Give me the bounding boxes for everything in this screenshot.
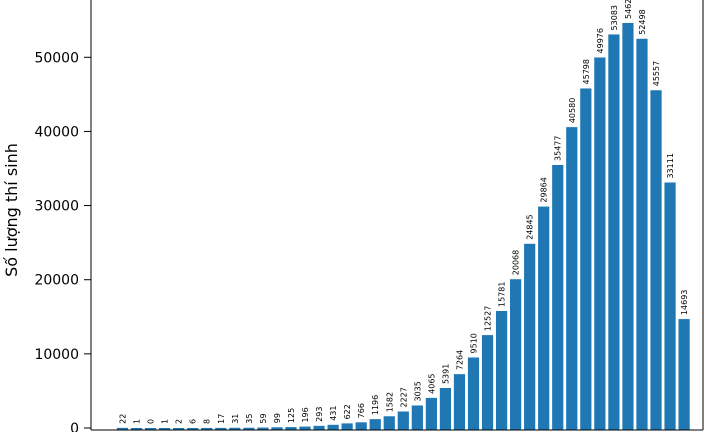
- bar-label-38: 52498: [638, 9, 647, 34]
- bar-label-7: 8: [203, 419, 212, 424]
- bar-20: [383, 416, 395, 430]
- bar-label-2: 1: [133, 419, 142, 424]
- bar-12: [271, 427, 283, 430]
- bar-25: [453, 374, 466, 430]
- bar-labels-group: 22 1 0 1 2 6 8 17 31 35 59 99 125 196 293 431 622 766 1196…: [119, 0, 690, 424]
- bar-10: [243, 427, 255, 430]
- bar-label-21: 2227: [399, 387, 408, 407]
- y-tick-label-50000: 50000: [34, 50, 79, 66]
- bar-label-19: 1196: [371, 395, 380, 415]
- bar-label-24: 5391: [441, 364, 450, 384]
- y-tick-label-0: 0: [70, 421, 79, 432]
- bar-37: [622, 22, 634, 431]
- y-tick-label-30000: 30000: [34, 199, 79, 215]
- bar-label-11: 59: [259, 413, 268, 423]
- y-axis-label: Số lượng thí sinh: [2, 143, 21, 277]
- bar-41: [678, 319, 690, 430]
- bar-22: [411, 405, 423, 430]
- bar-label-33: 40580: [568, 98, 577, 123]
- bar-label-14: 196: [301, 407, 310, 422]
- bar-5: [173, 427, 185, 430]
- bar-31: [538, 206, 550, 430]
- bar-7: [201, 427, 213, 430]
- bar-35: [594, 57, 606, 430]
- bar-13: [285, 427, 297, 430]
- bar-label-6: 6: [189, 419, 198, 424]
- bar-29: [510, 279, 522, 430]
- y-tick-label-40000: 40000: [34, 124, 79, 140]
- bar-label-20: 1582: [385, 392, 394, 412]
- bar-23: [425, 397, 437, 430]
- bar-21: [397, 411, 409, 430]
- bar-label-8: 17: [217, 414, 226, 424]
- bar-2: [130, 427, 143, 430]
- bar-38: [636, 38, 648, 430]
- bar-label-39: 45557: [652, 61, 661, 86]
- bar-28: [495, 311, 508, 430]
- bar-label-22: 3035: [413, 381, 422, 401]
- bars-group: [116, 22, 690, 431]
- bar-label-40: 33111: [666, 153, 675, 178]
- bar-label-16: 431: [329, 406, 338, 421]
- bar-label-41: 14693: [680, 290, 689, 315]
- bar-39: [650, 90, 662, 431]
- bar-label-15: 293: [315, 407, 324, 422]
- bar-label-3: 0: [147, 419, 156, 424]
- y-axis: 0 10000 20000 30000 40000 50000: [34, 50, 91, 432]
- bar-27: [481, 335, 494, 430]
- bar-40: [664, 182, 676, 430]
- bar-26: [467, 357, 480, 430]
- bar-36: [608, 34, 620, 430]
- bar-14: [299, 426, 311, 430]
- bar-label-23: 4065: [427, 374, 436, 394]
- bar-15: [313, 425, 325, 430]
- bar-8: [215, 427, 227, 430]
- bar-label-4: 1: [161, 419, 170, 424]
- bar-1: [116, 427, 129, 430]
- bar-32: [552, 164, 564, 430]
- y-tick-label-20000: 20000: [34, 273, 79, 289]
- bar-label-17: 622: [343, 404, 352, 419]
- bar-19: [369, 419, 381, 430]
- bar-label-37: 5462: [624, 0, 633, 19]
- bar-label-5: 2: [175, 419, 184, 424]
- bar-label-18: 766: [357, 403, 366, 418]
- bar-18: [355, 422, 367, 430]
- bar-9: [229, 427, 241, 430]
- bar-label-26: 9510: [470, 333, 479, 353]
- bar-label-34: 45798: [582, 59, 591, 84]
- bar-3: [144, 428, 157, 430]
- bar-11: [257, 427, 269, 430]
- bar-label-28: 15781: [498, 282, 507, 307]
- bar-17: [341, 423, 353, 430]
- bar-label-9: 31: [231, 414, 240, 424]
- bar-16: [327, 424, 339, 430]
- bar-33: [566, 127, 578, 430]
- bar-label-35: 49976: [596, 28, 605, 53]
- bar-label-31: 29864: [540, 177, 549, 202]
- y-tick-label-10000: 10000: [34, 347, 79, 363]
- bar-label-36: 53083: [610, 5, 619, 30]
- bar-label-13: 125: [287, 408, 296, 423]
- bar-label-10: 35: [245, 414, 254, 424]
- bar-6: [187, 427, 199, 430]
- bar-label-29: 20068: [512, 250, 521, 275]
- bar-label-12: 99: [273, 413, 282, 423]
- bar-30: [524, 243, 536, 430]
- bar-4: [159, 427, 171, 430]
- bar-34: [580, 88, 592, 430]
- bar-label-27: 12527: [484, 306, 493, 331]
- bar-label-1: 22: [119, 414, 128, 424]
- bar-label-32: 35477: [554, 136, 563, 161]
- bar-24: [439, 388, 452, 430]
- bar-label-30: 24845: [526, 214, 535, 239]
- bar-label-25: 7264: [455, 350, 464, 370]
